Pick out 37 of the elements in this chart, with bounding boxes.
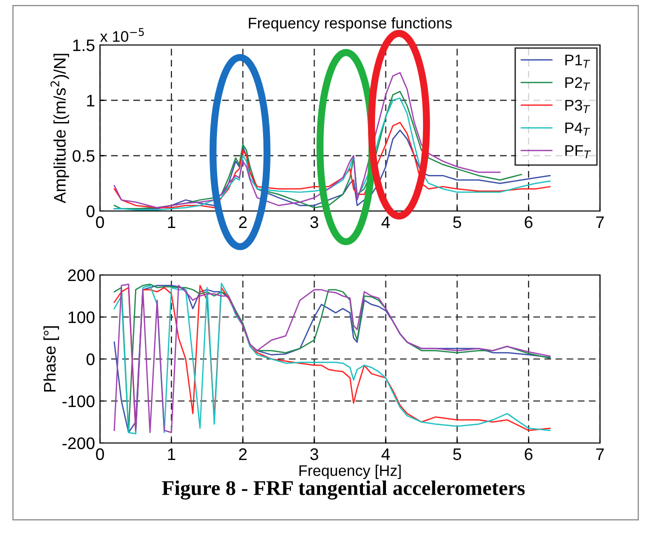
x-tick-label: 6 xyxy=(524,448,532,460)
x-tick-label: 5 xyxy=(453,216,462,228)
x-tick-label: 3 xyxy=(310,216,318,228)
legend-label: P1$_{T}$ xyxy=(565,54,590,68)
x-tick-label: 2 xyxy=(239,216,247,228)
y-tick-label: -200 xyxy=(62,437,94,450)
x-tick-label: 3 xyxy=(310,448,318,460)
y-tick-label: 0.5 xyxy=(72,150,94,162)
x-tick-label: 4 xyxy=(381,216,390,228)
x-tick-label: 0 xyxy=(96,448,104,460)
legend-label: P2$_{T}$ xyxy=(565,77,590,90)
y-axis-title: Phase [°] xyxy=(43,326,60,392)
line-series xyxy=(114,72,501,208)
x-tick-label: 7 xyxy=(596,216,604,228)
y-tick-label: 200 xyxy=(68,269,94,282)
y-tick-label: 1 xyxy=(87,94,94,106)
chart-title: Frequency response functions xyxy=(248,17,452,32)
y-tick-label: 0 xyxy=(86,353,94,366)
legend-label: P4$_{T}$ xyxy=(565,122,590,136)
x-tick-label: 1 xyxy=(168,216,176,228)
legend-label: PF$_{T}$ xyxy=(565,145,591,158)
y-tick-label: 1.5 xyxy=(73,40,94,52)
caption: Figure 8 - FRF tangential accelerometers xyxy=(162,480,525,500)
y-tick-label: 100 xyxy=(68,311,94,324)
x-tick-label: 7 xyxy=(596,448,604,460)
x-tick-label: 2 xyxy=(239,448,247,460)
y-axis-title: Amplitude [(m/s$^{2}$)/N] xyxy=(50,54,70,204)
x-tick-label: 5 xyxy=(453,448,462,460)
x-tick-label: 1 xyxy=(168,448,176,460)
x-axis-title: Frequency [Hz] xyxy=(299,464,401,480)
x-tick-label: 4 xyxy=(381,448,390,460)
x-tick-label: 6 xyxy=(524,216,532,228)
legend-label: P3$_{T}$ xyxy=(565,100,590,114)
y-tick-label: -100 xyxy=(62,395,94,408)
x-tick-label: 0 xyxy=(96,216,104,228)
y-tick-label: 0 xyxy=(86,205,94,218)
text: x 10$^{−5}$ xyxy=(100,28,144,42)
